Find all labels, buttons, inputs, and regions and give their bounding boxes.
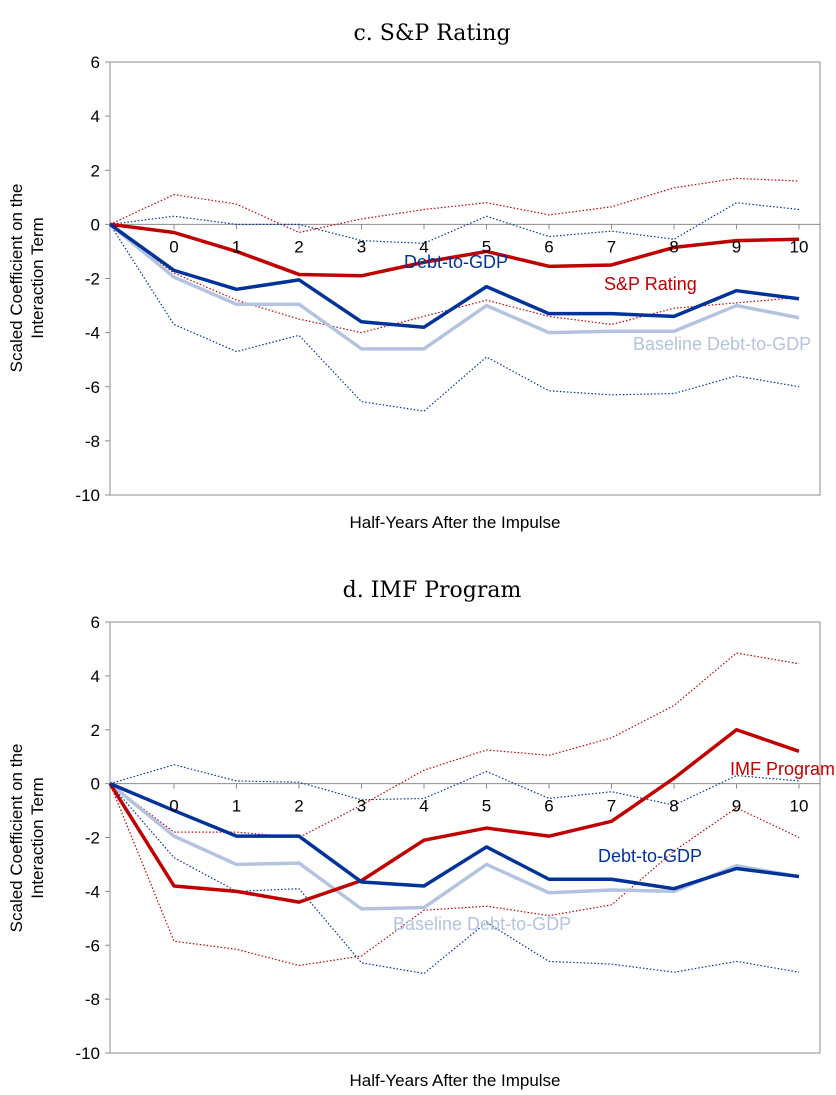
y-axis-label-line-1: Scaled Coefficient on the — [7, 744, 26, 933]
series-line — [109, 222, 800, 278]
series-label: Debt-to-GDP — [598, 846, 702, 866]
y-tick-label: -8 — [85, 990, 100, 1009]
x-tick-label: 1 — [232, 237, 241, 256]
y-tick-label: 2 — [91, 721, 100, 740]
x-tick-label: 9 — [732, 237, 741, 256]
y-tick-label: -4 — [85, 882, 100, 901]
y-tick-label: -8 — [85, 432, 100, 451]
x-tick-label: 3 — [357, 797, 366, 816]
y-tick-label: 4 — [91, 107, 100, 126]
y-tick-label: -10 — [75, 486, 100, 505]
confidence-band-line — [109, 783, 800, 975]
y-tick-label: -6 — [85, 936, 100, 955]
y-tick-label: -2 — [85, 270, 100, 289]
x-tick-label: 6 — [544, 237, 553, 256]
y-tick-label: 6 — [91, 613, 100, 632]
x-tick-label: 2 — [294, 237, 303, 256]
x-tick-label: 4 — [419, 797, 428, 816]
y-tick-label: -2 — [85, 829, 100, 848]
y-tick-label: -6 — [85, 378, 100, 397]
x-axis-label: Half-Years After the Impulse — [349, 1071, 560, 1090]
plot-frame — [109, 621, 821, 1054]
series-line — [109, 782, 800, 891]
x-tick-label: 5 — [482, 797, 491, 816]
x-tick-label: 8 — [669, 237, 678, 256]
plot-frame — [109, 61, 821, 496]
confidence-band-line — [109, 764, 800, 806]
series-label: Baseline Debt-to-GDP — [633, 334, 811, 354]
panel-sp-rating: c. S&P Rating Scaled Coefficient on the … — [7, 21, 821, 532]
x-tick-label: 9 — [732, 797, 741, 816]
x-tick-label: 5 — [482, 237, 491, 256]
y-axis-label-line-2: Interaction Term — [28, 777, 47, 899]
x-tick-label: 7 — [607, 237, 616, 256]
x-tick-label: 4 — [419, 237, 428, 256]
confidence-band-line — [109, 783, 800, 967]
x-tick-label: 10 — [790, 797, 809, 816]
plot-area: 6 4 2 0 -2 -4 -6 -8 -10 0 1 2 3 4 5 6 7 8 9 10 S&P Rating Deb… — [75, 53, 821, 505]
series-label: Baseline Debt-to-GDP — [393, 914, 571, 934]
x-tick-label: 8 — [669, 797, 678, 816]
y-tick-label: 2 — [91, 161, 100, 180]
y-tick-label: -10 — [75, 1044, 100, 1063]
x-tick-label: 6 — [544, 797, 553, 816]
y-tick-label: 0 — [91, 215, 100, 234]
y-tick-label: 6 — [91, 53, 100, 72]
y-tick-label: -4 — [85, 324, 100, 343]
confidence-band-line — [109, 224, 800, 412]
x-axis-label: Half-Years After the Impulse — [349, 513, 560, 532]
confidence-band-line — [109, 177, 800, 234]
series-label: S&P Rating — [604, 274, 697, 294]
x-tick-label: 0 — [169, 797, 178, 816]
x-tick-label: 0 — [169, 237, 178, 256]
y-tick-label: 0 — [91, 775, 100, 794]
x-tick-label: 1 — [232, 797, 241, 816]
plot-area: 6 4 2 0 -2 -4 -6 -8 -10 0 1 2 3 4 5 6 7 8 9 10 IMF Program De… — [75, 613, 835, 1063]
x-tick-label: 7 — [607, 797, 616, 816]
x-tick-label: 3 — [357, 237, 366, 256]
x-tick-label: 10 — [790, 237, 809, 256]
y-axis-label-line-2: Interaction Term — [28, 217, 47, 339]
series-label: Debt-to-GDP — [404, 252, 508, 272]
series-line — [108, 222, 800, 329]
chart-title: d. IMF Program — [343, 578, 522, 603]
series-label: IMF Program — [730, 759, 835, 779]
y-axis-label-line-1: Scaled Coefficient on the — [7, 184, 26, 373]
series-line — [108, 728, 800, 904]
chart-title: c. S&P Rating — [353, 21, 510, 46]
confidence-band-line — [109, 202, 800, 244]
panel-imf-program: d. IMF Program Scaled Coefficient on the… — [7, 578, 835, 1090]
x-tick-label: 2 — [294, 797, 303, 816]
y-tick-label: 4 — [91, 667, 100, 686]
confidence-band-line — [109, 652, 800, 839]
baseline-series-line — [108, 223, 800, 351]
